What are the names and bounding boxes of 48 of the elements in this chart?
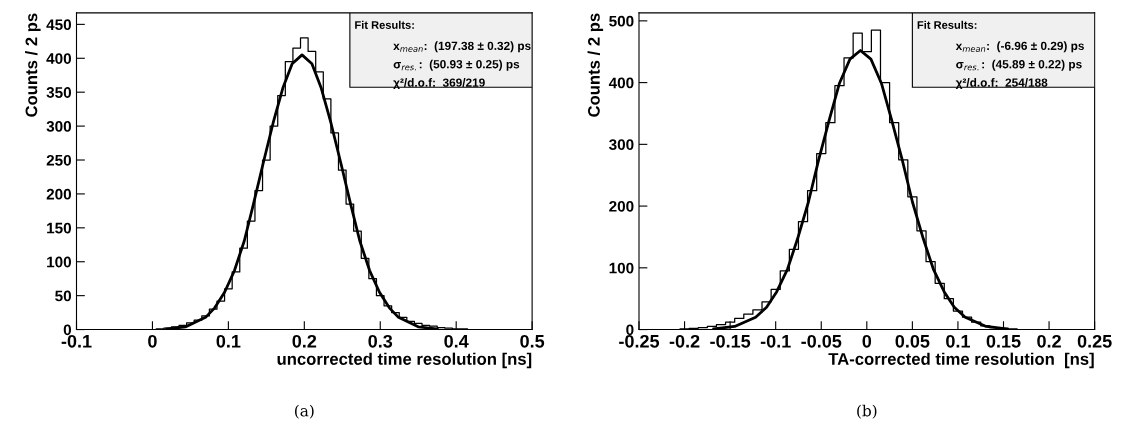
x-tick-label: -0.05 [801,334,842,348]
x-tick-label: 0.2 [292,334,317,348]
x-tick-label: -0.15 [710,334,751,348]
x-tick-label: 0.15 [986,334,1021,348]
x-tick-label: 0 [862,334,872,348]
x-tick-label: 0.4 [444,334,469,348]
annotation: σ$_{res.}$: (50.93 ± 0.25) ps [393,59,520,71]
text: (a) [295,404,314,419]
y-tick-label: 100 [47,256,72,268]
annotation: χ²/d.o.f: 369/219 [393,78,485,90]
y-tick-label: 400 [46,53,72,64]
x-tick-label: 0.1 [946,334,970,348]
y-tick-label: 300 [46,120,72,132]
y-tick-label: 200 [46,188,72,200]
annotation: σ$_{res.}$: (45.89 ± 0.22) ps [956,59,1082,71]
y-tick-label: 200 [609,200,634,212]
annotation: Fit Results: [355,20,414,29]
x-axis-title: uncorrected time resolution [ns] [277,352,532,369]
annotation: Fit Results: [917,20,977,29]
y-tick-label: 0 [63,324,72,336]
y-tick-label: 250 [46,154,72,166]
y-tick-label: 150 [47,222,72,234]
y-tick-label: 450 [46,19,72,31]
x-axis-title: TA-corrected time resolution [ns] [828,352,1094,369]
y-tick-label: 350 [46,87,72,98]
y-axis-title: Counts / 2 ps [587,13,604,117]
x-tick-label: 0 [148,334,157,348]
x-tick-label: -0.1 [61,334,92,348]
text: (b) [857,404,877,419]
y-tick-label: 0 [626,324,634,336]
y-tick-label: 100 [609,262,634,274]
annotation: x$_{mean}$: (197.38 ± 0.32) ps [393,41,531,53]
x-tick-label: 0.05 [895,334,930,348]
y-tick-label: 50 [55,290,72,302]
x-tick-label: 0.1 [216,334,241,348]
annotation: χ²/d.o.f: 254/188 [955,78,1048,90]
y-tick-label: 300 [609,139,634,151]
x-tick-label: 0.2 [1037,334,1061,348]
y-tick-label: 400 [608,77,634,89]
x-tick-label: 0.5 [520,334,545,348]
x-tick-label: 0.3 [368,334,393,348]
annotation: x$_{mean}$: (-6.96 ± 0.29) ps [955,41,1084,53]
x-tick-label: -0.25 [619,334,660,348]
y-tick-label: 500 [609,15,634,27]
x-tick-label: 0.25 [1077,334,1112,348]
y-axis-title: Counts / 2 ps [25,13,41,117]
x-tick-label: -0.2 [669,334,700,348]
x-tick-label: -0.1 [760,334,791,348]
